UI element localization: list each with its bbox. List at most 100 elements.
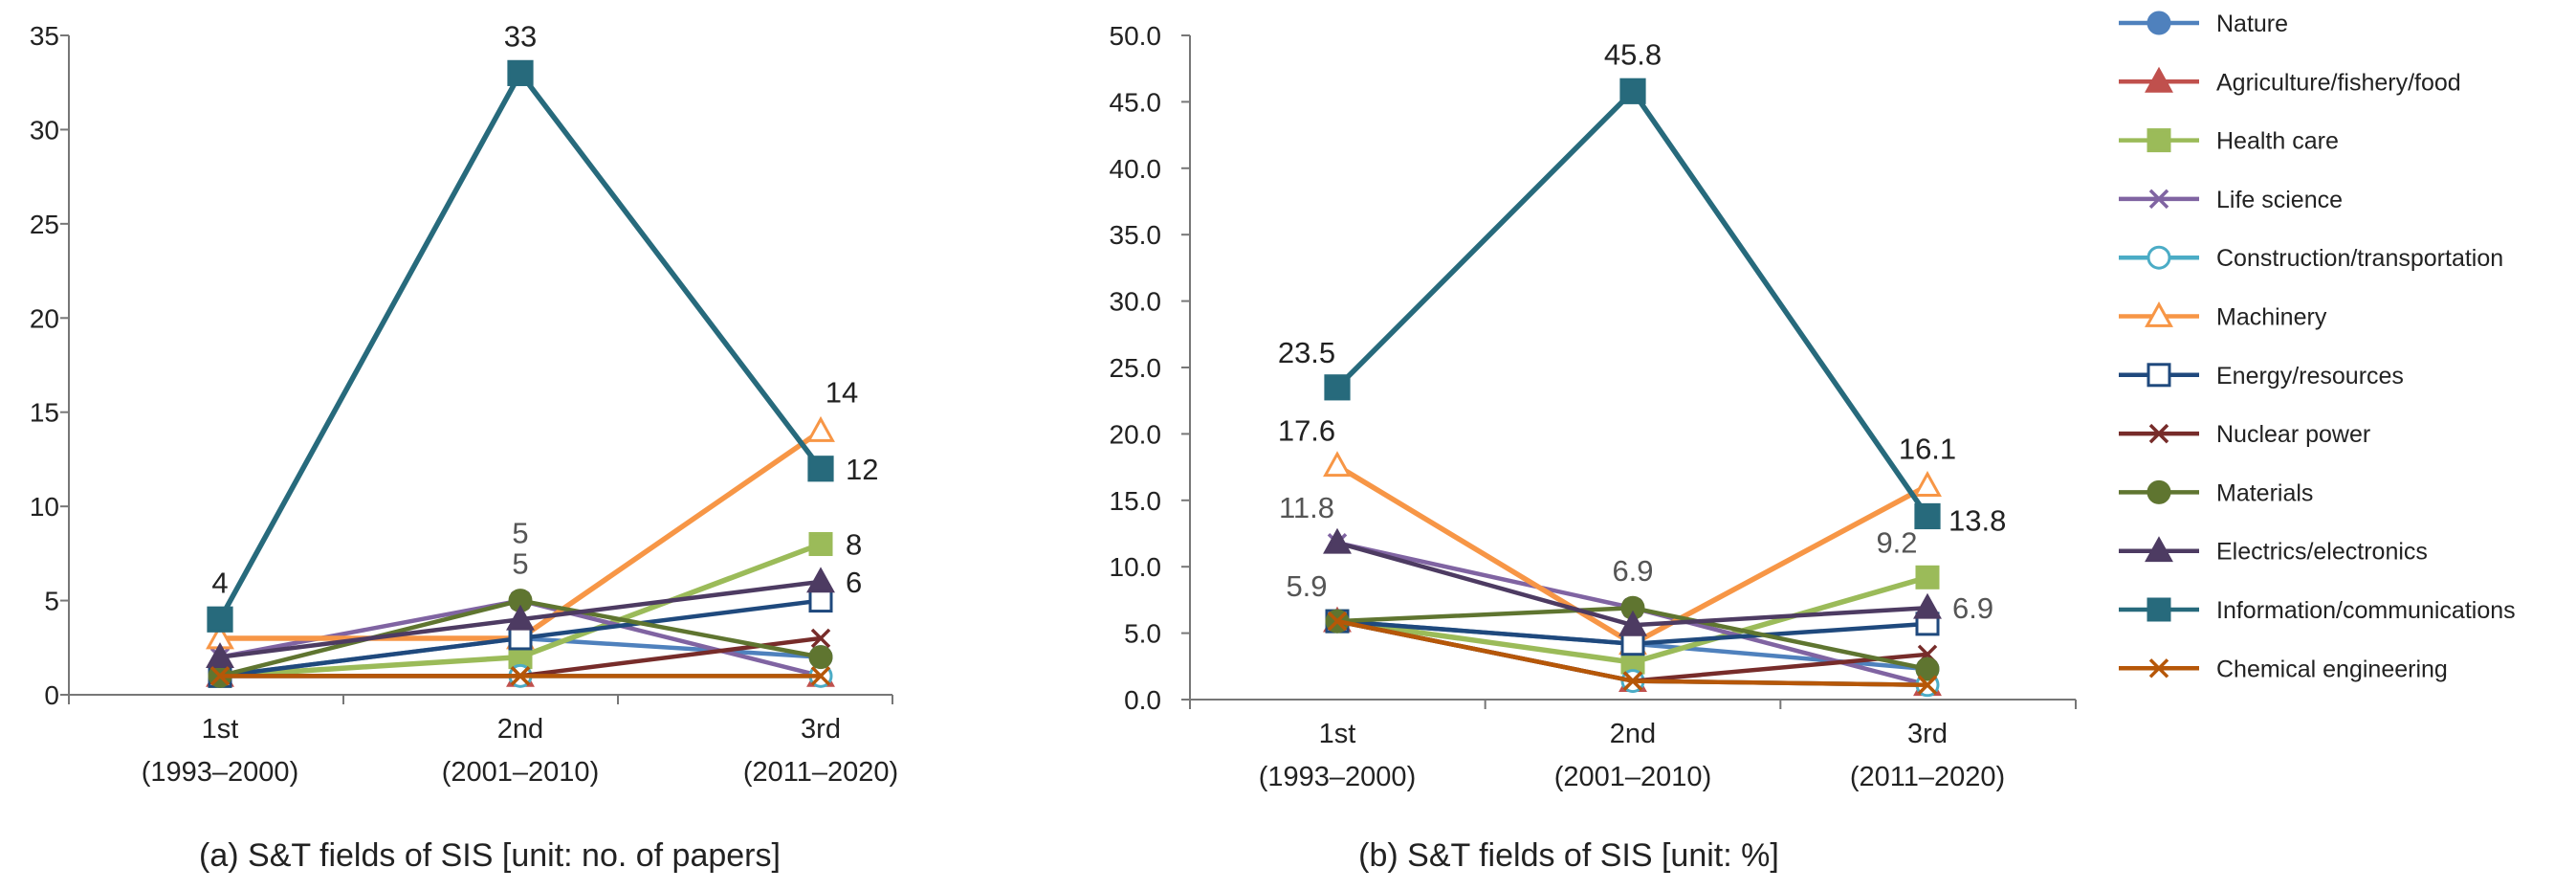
data-label-a-0: 4 [211,566,228,599]
y-tick-label-a: 35 [30,21,59,51]
legend-label-agriculture-fishery-food: Agriculture/fishery/food [2216,69,2461,96]
legend-marker-life-science [2148,189,2169,210]
legend-marker-chemical-engineering [2148,658,2169,679]
legend-item-nature: Nature [2119,11,2288,37]
legend-marker-health-care [2147,128,2171,153]
series-line-information-communications [1335,88,1930,519]
point-health-care-2 [808,532,833,557]
x-category-sub-a-1: (2001–2010) [442,757,599,788]
y-tick-label-b: 10.0 [1110,552,1162,582]
series-a-information-communications [207,59,834,633]
legend-marker-electrics-electronics [2145,536,2173,563]
chart-title-b: (b) S&T fields of SIS [unit: %] [1358,837,1779,874]
point-energy-resources-1 [508,626,533,651]
data-label-b-9: 6.9 [1952,591,1993,625]
panel-b: 0.0 5.0 10.0 15.0 20.0 25.0 30.0 35.0 40.0 45.0 50… [1110,21,2077,874]
x-category-label-b-1: 2nd [1610,719,1656,749]
point-chemical-engineering-0 [1327,611,1348,632]
y-tick-label-a: 30 [30,115,59,145]
legend-label-health-care: Health care [2216,128,2339,155]
point-chemical-engineering-2 [810,666,831,686]
series-b-electrics-electronics [1323,527,1942,636]
point-chemical-engineering-0 [209,666,231,686]
y-tick-label-b: 35.0 [1110,220,1162,250]
point-chemical-engineering-2 [1917,675,1938,695]
legend-marker-materials [2147,479,2171,504]
data-label-b-5: 6.9 [1612,554,1653,588]
legend-item-agriculture-fishery-food: Agriculture/fishery/food [2119,66,2461,96]
legend-item-life-science: Life science [2119,187,2343,213]
data-label-a-5: 12 [846,453,878,486]
x-category-label-b-0: 1st [1319,719,1356,749]
y-tick-label-b: 25.0 [1110,353,1162,383]
legend-item-nuclear-power: Nuclear power [2119,421,2370,448]
point-machinery-2 [806,415,835,442]
legend-label-nature: Nature [2216,11,2288,37]
data-label-b-8: 9.2 [1876,525,1917,559]
data-label-a-4: 14 [826,375,858,409]
x-category-label-a-1: 2nd [497,714,543,745]
y-tick-label-b: 0.0 [1124,685,1161,715]
point-machinery-2 [1913,471,1942,497]
point-electrics-electronics-1 [1618,610,1647,636]
y-tick-label-b: 20.0 [1110,419,1162,449]
point-information-communications-1 [1619,78,1646,104]
data-label-b-0: 23.5 [1278,336,1335,369]
x-category-label-b-2: 3rd [1907,719,1948,749]
legend-marker-machinery [2145,301,2173,327]
chart-title-a: (a) S&T fields of SIS [unit: no. of pape… [199,837,781,874]
x-category-sub-b-0: (1993–2000) [1259,762,1416,792]
point-information-communications-0 [207,606,233,633]
legend-label-life-science: Life science [2216,187,2343,213]
point-health-care-2 [1915,565,1940,590]
point-machinery-0 [1323,451,1352,478]
legend-item-health-care: Health care [2119,128,2339,155]
legend-marker-information-communications [2147,597,2171,622]
data-label-a-7: 6 [846,566,862,599]
point-chemical-engineering-1 [510,666,531,686]
y-tick-label-a: 15 [30,398,59,428]
x-category-sub-b-2: (2011–2020) [1850,762,2005,792]
legend-marker-construction-transportation [2147,245,2171,270]
data-label-a-3: 5 [512,547,528,581]
legend-item-construction-transportation: Construction/transportation [2119,245,2503,272]
x-category-sub-a-2: (2011–2020) [743,757,898,788]
point-materials-2 [808,645,833,670]
y-tick-label-b: 50.0 [1110,21,1162,51]
y-tick-label-a: 10 [30,492,59,522]
series-b-chemical-engineering [1327,611,1938,695]
x-category-label-a-2: 3rd [801,714,841,745]
point-electrics-electronics-0 [206,642,234,669]
legend-label-materials: Materials [2216,479,2313,506]
y-tick-label-a: 25 [30,210,59,239]
y-tick-label-b: 40.0 [1110,154,1162,184]
point-materials-2 [1915,656,1940,681]
x-category-sub-a-0: (1993–2000) [142,757,298,788]
y-tick-label-a: 20 [30,303,59,333]
legend-label-machinery: Machinery [2216,304,2327,331]
legend-marker-energy-resources [2147,363,2171,388]
legend-item-machinery: Machinery [2119,301,2327,331]
data-label-b-6: 16.1 [1899,433,1956,466]
legend-marker-agriculture-fishery-food [2145,66,2173,93]
x-category-sub-b-1: (2001–2010) [1554,762,1711,792]
data-label-b-4: 5.9 [1286,569,1327,603]
legend-marker-nature [2147,11,2171,35]
data-label-a-1: 33 [504,19,537,53]
point-electrics-electronics-0 [1323,527,1352,554]
y-tick-label-b: 5.0 [1124,619,1161,649]
point-information-communications-0 [1324,374,1351,401]
series-b-information-communications [1324,78,1941,530]
legend-label-chemical-engineering: Chemical engineering [2216,656,2448,682]
legend-item-information-communications: Information/communications [2119,597,2516,624]
y-tick-label-a: 0 [44,680,59,710]
point-chemical-engineering-1 [1622,671,1643,691]
legend-label-energy-resources: Energy/resources [2216,363,2404,389]
point-electrics-electronics-1 [506,604,535,631]
y-tick-label-a: 5 [44,587,59,616]
data-label-b-2: 17.6 [1278,414,1335,448]
point-information-communications-1 [507,59,534,86]
legend-label-nuclear-power: Nuclear power [2216,421,2370,448]
data-label-b-3: 11.8 [1279,491,1334,524]
legend: Nature Agriculture/fishery/food Health car… [2119,11,2516,682]
